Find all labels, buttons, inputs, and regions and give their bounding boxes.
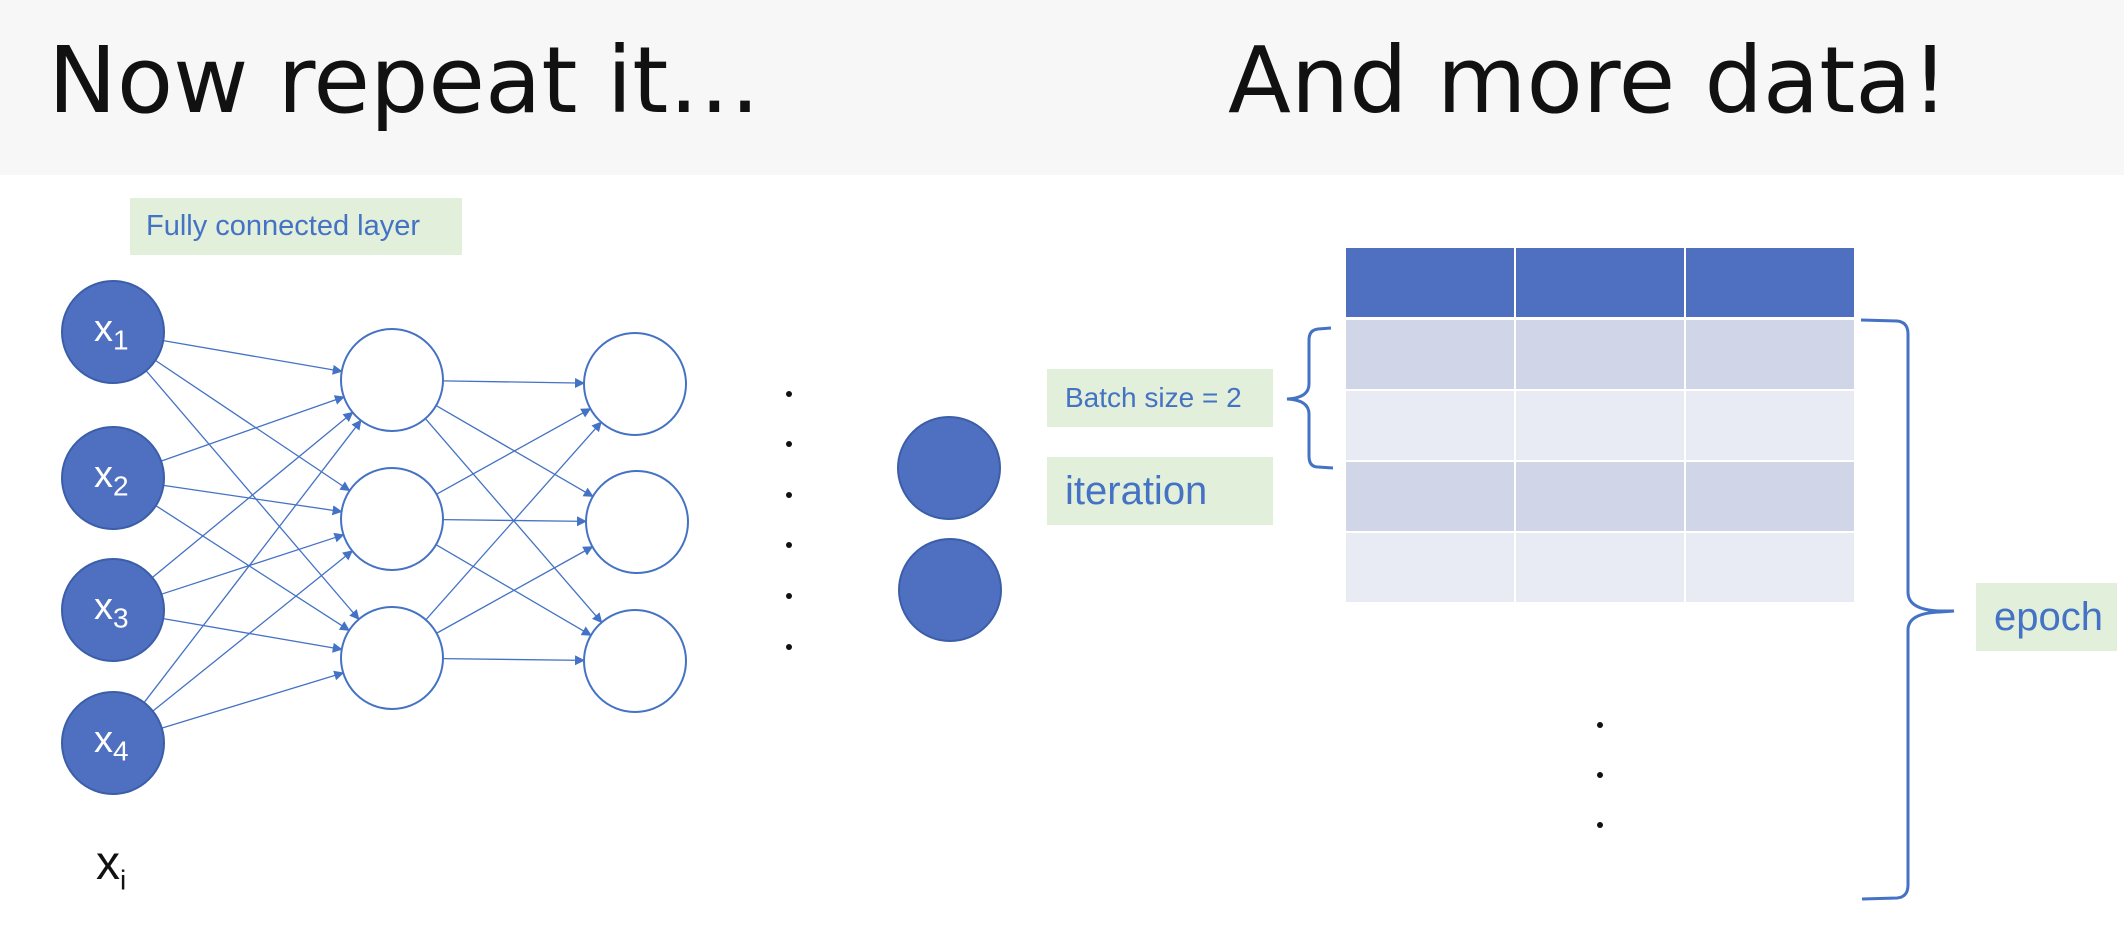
title-bar [0,0,2124,175]
epoch-brace [1860,318,1955,901]
input-nodes [61,280,165,795]
output-node-2 [898,538,1002,642]
batch-size-label: Batch size = 2 [1047,369,1273,427]
hidden1-hidden2-edge-3-1 [425,421,602,621]
input-label-2: x2 [94,454,129,502]
hidden1-node-2 [340,467,444,571]
right-title: And more data! [1228,27,1949,134]
input-hidden1-edge-2-2 [163,484,343,516]
hidden1-node-3 [340,606,444,710]
data-table [1346,248,1854,602]
hidden2-node-1 [583,332,687,436]
epoch-label: epoch [1976,583,2117,651]
table-header-cell-2 [1516,248,1684,317]
table-row-3-cell-1 [1346,462,1514,531]
hidden2-node-2 [585,470,689,574]
input-hidden1-edge-4-2 [152,550,354,712]
hidden1-hidden2-edge-1-1 [442,378,586,389]
input-hidden1-edge-4-1 [143,419,362,703]
input-hidden1-edge-3-1 [151,411,354,579]
hidden2-node-3 [583,609,687,713]
left-title: Now repeat it… [48,27,761,134]
input-label-1: x1 [94,308,129,356]
table-row-2-cell-2 [1516,391,1684,460]
input-hidden1-edge-1-2 [155,359,351,492]
hidden-layer-2 [583,332,689,713]
table-row-4-cell-3 [1686,533,1854,602]
input-node-4 [61,691,165,795]
input-caption: xi [96,837,127,896]
table-row-3-cell-3 [1686,462,1854,531]
table-row-1-cell-3 [1686,320,1854,389]
input-hidden1-edge-3-3 [163,618,343,653]
table-row-4-cell-1 [1346,533,1514,602]
input-node-2 [61,426,165,530]
output-node-1 [897,416,1001,520]
hidden1-hidden2-edge-3-3 [442,655,586,666]
table-row-2-cell-1 [1346,391,1514,460]
table-header-cell-3 [1686,248,1854,317]
table-row-3-cell-2 [1516,462,1684,531]
input-node-1 [61,280,165,384]
hidden-layer-1 [340,328,444,710]
output-nodes [897,416,1002,642]
network-edges [143,340,603,729]
table-row-2-cell-3 [1686,391,1854,460]
table-row-1-cell-2 [1516,320,1684,389]
input-label-4: x4 [94,719,129,767]
input-hidden1-edge-2-1 [160,395,345,462]
table-row-4-cell-2 [1516,533,1684,602]
input-hidden1-edge-4-3 [161,670,345,729]
table-row-1-cell-1 [1346,320,1514,389]
iteration-label: iteration [1047,457,1273,525]
hidden1-node-1 [340,328,444,432]
hidden1-hidden2-edge-2-1 [436,408,592,495]
input-hidden1-edge-3-2 [161,532,345,595]
table-header-cell-1 [1346,248,1514,317]
input-hidden1-edge-2-3 [155,505,350,631]
input-hidden1-edge-1-1 [163,340,343,375]
hidden1-hidden2-edge-3-2 [436,546,594,634]
input-node-3 [61,558,165,662]
input-label-3: x3 [94,586,129,634]
batch-brace [1286,326,1334,470]
fully-connected-layer-label: Fully connected layer [130,198,462,255]
